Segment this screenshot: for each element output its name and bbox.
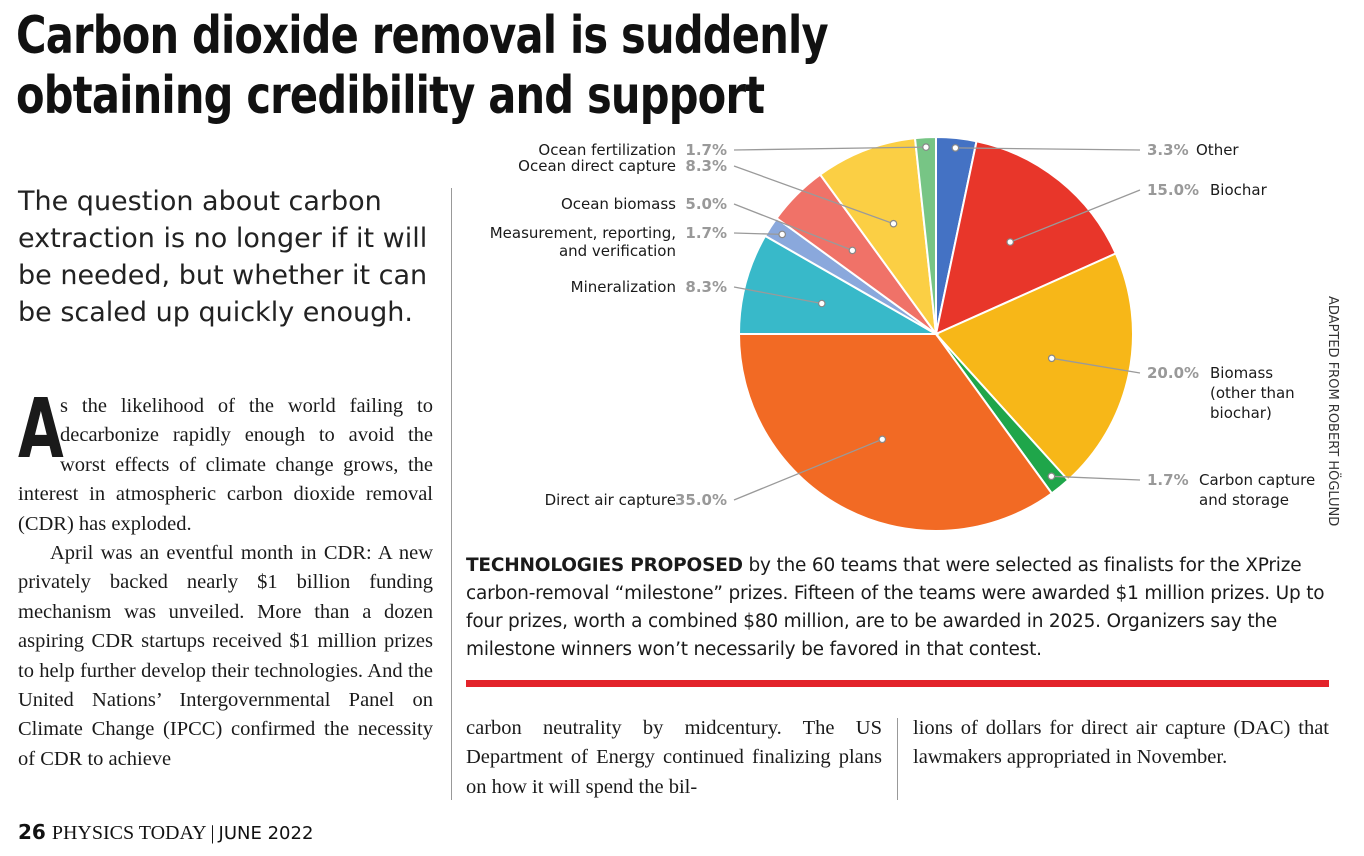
pie-slices [737, 135, 1134, 532]
slice-percent: 20.0% [1147, 364, 1199, 382]
leader-line [733, 438, 883, 501]
pie-slice-mineralization [737, 234, 940, 335]
leader-dot [878, 435, 887, 444]
slice-label: Measurement, reporting, [490, 224, 676, 242]
leader-dot [1006, 238, 1015, 246]
headline: Carbon dioxide removal is suddenly obtai… [16, 6, 829, 126]
slice-percent: 5.0% [685, 195, 727, 213]
leader-line [733, 203, 853, 252]
slice-percent: 1.7% [685, 224, 727, 242]
slice-percent: 8.3% [685, 278, 727, 296]
slice-percent: 1.7% [1147, 471, 1189, 489]
slice-label: Biochar [1210, 181, 1268, 199]
pie-slice-direct-air-capture [737, 333, 1054, 532]
leader-line [733, 232, 783, 236]
slice-percent: 15.0% [1147, 181, 1199, 199]
slice-percent: 8.3% [685, 157, 727, 175]
slice-label: Other [1196, 141, 1239, 159]
pie-slice-ocean-fertilization [913, 135, 937, 335]
page-number: 26 [18, 820, 46, 844]
slice-label: (other than [1210, 384, 1295, 402]
right-text: lions of dollars for direct air capture … [913, 717, 1329, 769]
slice-label: Direct air capture [545, 491, 676, 509]
leader-line [955, 147, 1141, 151]
footer-separator: | [210, 822, 215, 844]
caption-lead: TECHNOLOGIES PROPOSED [466, 555, 743, 576]
slice-label: and verification [559, 242, 676, 260]
subhead: The question about carbon extraction is … [18, 186, 428, 328]
leader-dot [1047, 472, 1056, 481]
caption-text: by the 60 teams that were selected as fi… [466, 555, 1325, 660]
leader-line [1009, 189, 1141, 243]
slice-label: Ocean direct capture [518, 157, 676, 175]
leader-line [1051, 475, 1141, 481]
leader-dot [889, 219, 898, 228]
slice-label: Carbon capture [1199, 471, 1315, 489]
pie-slice-biomass-other-than-biochar [934, 252, 1134, 482]
slice-label: Mineralization [571, 278, 676, 296]
column-divider [451, 188, 452, 800]
pie-labels: 3.3% Other 15.0% Biochar 20.0% Biomass (other … [490, 141, 1316, 509]
pie-slice-ocean-direct-capture [818, 137, 938, 338]
pie-chart: 3.3% Other 15.0% Biochar 20.0% Biomass (other … [490, 135, 1316, 532]
pie-slice-biochar [934, 140, 1118, 336]
leader-dot [922, 143, 930, 151]
leader-dot [778, 230, 787, 239]
slice-percent: 1.7% [685, 141, 727, 159]
slice-percent: 3.3% [1147, 141, 1189, 159]
slice-label: Ocean fertilization [538, 141, 676, 159]
leader-dot [1047, 354, 1056, 363]
image-credit: ADAPTED FROM ROBERT HÖGLUND [1325, 296, 1340, 527]
magazine-name: PHYSICS TODAY [51, 822, 207, 844]
slice-label: Biomass [1210, 364, 1273, 382]
slice-label: and storage [1199, 491, 1289, 509]
body-column-right: lions of dollars for direct air capture … [913, 714, 1329, 773]
page-footer: 26 PHYSICS TODAY | JUNE 2022 [18, 820, 313, 845]
leader-line [733, 165, 894, 225]
leader-dot [848, 246, 857, 255]
slice-percent: 35.0% [675, 491, 727, 509]
caption-rule [466, 680, 1329, 687]
leader-line [1051, 357, 1141, 374]
figure-caption: TECHNOLOGIES PROPOSED by the 60 teams th… [466, 552, 1332, 664]
body-column-middle: carbon neutrality by midcentury. The US … [466, 714, 882, 802]
slice-label: Ocean biomass [561, 195, 676, 213]
leader-line [733, 286, 822, 305]
paragraph-1-text: s the likelihood of the world failing to… [18, 395, 433, 535]
leader-line [733, 146, 927, 151]
leader-dot [817, 299, 826, 308]
issue-date: JUNE 2022 [218, 823, 314, 844]
pie-leader-lines [733, 143, 1141, 501]
slice-label: biochar) [1210, 404, 1272, 422]
middle-text: carbon neutrality by midcentury. The US … [466, 717, 882, 798]
column-divider-bottom [897, 718, 898, 800]
leader-dot [951, 144, 960, 152]
paragraph-2: April was an eventful month in CDR: A ne… [18, 542, 433, 770]
